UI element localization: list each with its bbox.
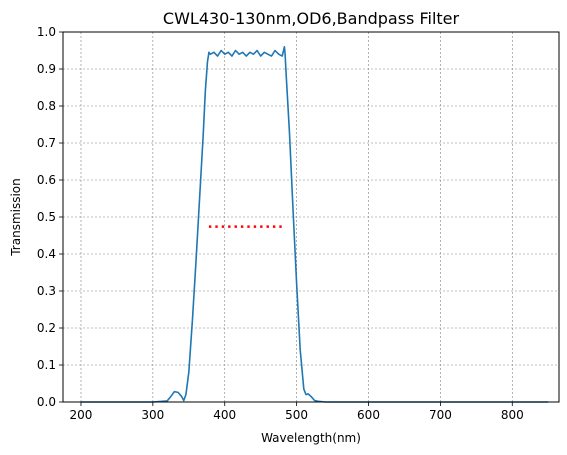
transmission-curve — [80, 45, 549, 403]
y-axis-label: Transmission — [9, 178, 23, 257]
y-tick-label: 0.7 — [37, 136, 56, 150]
x-axis-ticks: 200 300 400 500 600 700 800 — [70, 402, 524, 422]
y-tick-label: 0.2 — [37, 321, 56, 335]
series-layer — [80, 45, 549, 403]
x-tick-label: 600 — [357, 408, 380, 422]
x-tick-label: 200 — [70, 408, 93, 422]
x-tick-label: 700 — [429, 408, 452, 422]
x-tick-label: 300 — [141, 408, 164, 422]
x-tick-label: 500 — [285, 408, 308, 422]
y-tick-label: 0.0 — [37, 395, 56, 409]
y-tick-label: 0.6 — [37, 173, 56, 187]
y-axis-ticks: 0.0 0.1 0.2 0.3 0.4 0.5 0.6 0.7 0.8 0.9 1.0 — [37, 25, 63, 409]
x-tick-label: 800 — [501, 408, 524, 422]
y-tick-label: 0.9 — [37, 62, 56, 76]
x-tick-label: 400 — [213, 408, 236, 422]
x-axis-label: Wavelength(nm) — [261, 431, 361, 445]
chart-title: CWL430-130nm,OD6,Bandpass Filter — [163, 9, 460, 28]
y-tick-label: 1.0 — [37, 25, 56, 39]
y-tick-label: 0.5 — [37, 210, 56, 224]
y-tick-label: 0.4 — [37, 247, 56, 261]
y-tick-label: 0.8 — [37, 99, 56, 113]
y-tick-label: 0.1 — [37, 358, 56, 372]
y-tick-label: 0.3 — [37, 284, 56, 298]
